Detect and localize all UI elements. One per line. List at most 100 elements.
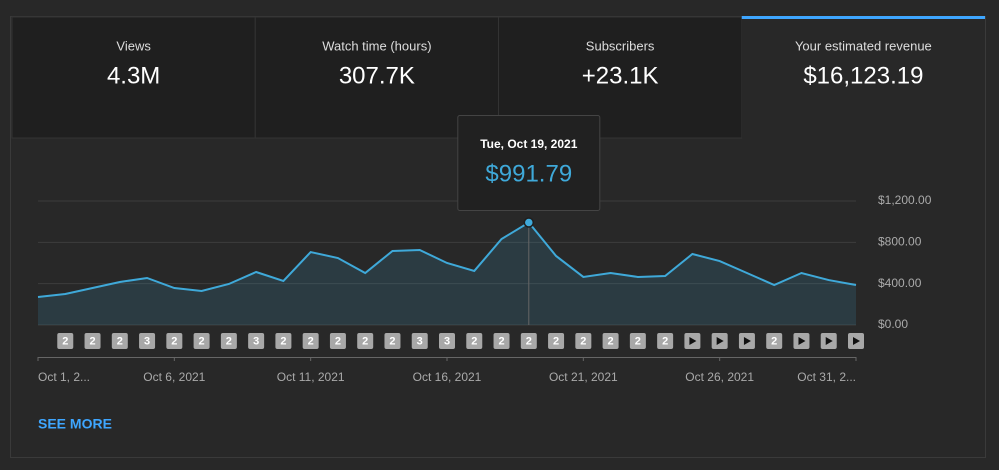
tab-value: +23.1K [582,62,659,89]
video-marker[interactable]: 2 [384,333,401,349]
video-marker[interactable]: 2 [575,333,592,349]
marker-badge [166,333,183,349]
x-tick-label: Oct 31, 2... [797,370,856,384]
video-marker[interactable]: 3 [439,333,455,349]
marker-badge [466,333,483,349]
hover-point [523,217,535,228]
marker-badge [329,333,346,349]
marker-count: 3 [444,335,450,347]
video-marker[interactable]: 2 [220,333,237,349]
marker-badge [275,333,292,349]
marker-badge [220,333,237,349]
tab-bg [741,17,985,138]
play-icon [689,337,697,345]
tab-value: 4.3M [107,62,160,89]
video-marker[interactable]: 2 [302,333,319,349]
x-tick-label: Oct 21, 2021 [549,370,618,384]
marker-count: 2 [62,335,68,347]
video-marker[interactable]: 2 [329,333,346,349]
play-icon [825,337,833,345]
video-marker[interactable] [738,333,755,349]
x-tick-label: Oct 11, 2021 [277,370,345,384]
video-marker[interactable]: 2 [57,333,74,349]
marker-badge [357,333,374,349]
video-marker[interactable]: 2 [166,333,183,349]
tab-value: $16,123.19 [803,62,923,89]
video-marker[interactable]: 3 [139,333,156,349]
marker-count: 2 [635,335,641,347]
marker-count: 2 [608,335,614,347]
marker-badge [411,333,428,349]
video-marker[interactable]: 3 [411,333,428,349]
tab[interactable]: Views 4.3M [11,16,256,139]
marker-badge [602,333,619,349]
video-marker[interactable]: 2 [629,333,646,349]
video-marker[interactable] [848,333,864,349]
marker-count: 2 [335,335,341,347]
video-marker[interactable]: 2 [84,333,101,349]
video-marker[interactable]: 2 [548,333,565,349]
marker-count: 2 [280,335,286,347]
marker-badge [493,333,510,349]
marker-badge [139,333,156,349]
play-icon [798,337,806,345]
video-marker[interactable]: 2 [602,333,619,349]
play-icon [853,337,860,345]
video-marker[interactable] [684,333,701,349]
video-marker[interactable]: 2 [357,333,374,349]
marker-badge [657,333,674,349]
video-marker[interactable]: 2 [193,333,210,349]
marker-badge [520,333,537,349]
marker-count: 3 [253,335,259,347]
video-marker[interactable] [711,333,728,349]
marker-count: 2 [498,335,504,347]
x-tick-label: Oct 6, 2021 [143,370,205,384]
video-marker[interactable]: 2 [493,333,510,349]
tab-value: 307.7K [339,62,415,89]
marker-badge [302,333,319,349]
marker-count: 2 [308,335,314,347]
marker-badge [248,333,265,349]
video-marker[interactable]: 2 [275,333,292,349]
marker-badge [439,333,455,349]
tab-label: Views [116,38,151,53]
marker-badge [766,333,783,349]
video-marker[interactable] [793,333,810,349]
marker-badge [111,333,128,349]
plot: $0.00 $400.00 $800.00 $1,200.00 Tue, Oct 19,… [37,115,932,384]
video-marker[interactable]: 2 [657,333,674,349]
marker-count: 2 [171,335,177,347]
video-marker[interactable]: 2 [520,333,537,349]
tooltip: Tue, Oct 19, 2021 $991.79 [457,115,601,211]
marker-count: 2 [471,335,477,347]
video-marker[interactable]: 2 [766,333,783,349]
x-tick-label: Oct 16, 2021 [413,370,482,384]
marker-badge [57,333,74,349]
play-icon [743,337,751,345]
tooltip-value: $991.79 [485,160,572,187]
y-tick-label: $800.00 [878,235,922,249]
marker-count: 2 [117,335,123,347]
marker-count: 2 [526,335,532,347]
tab[interactable]: Your estimated revenue $16,123.19 [741,16,985,138]
marker-count: 2 [89,335,95,347]
marker-count: 2 [362,335,368,347]
y-tick-label: $0.00 [878,317,908,331]
video-marker[interactable] [820,333,837,349]
marker-count: 2 [580,335,586,347]
marker-badge [548,333,565,349]
line [37,221,857,298]
video-marker[interactable]: 2 [466,333,483,349]
tab[interactable]: Watch time (hours) 307.7K [254,16,499,139]
y-tick-label: $400.00 [878,276,922,290]
tab-label: Watch time (hours) [322,38,431,53]
marker-count: 3 [144,335,150,347]
play-icon [716,337,724,345]
see-more[interactable]: SEE MORE [38,416,112,432]
video-marker[interactable]: 2 [111,333,128,349]
marker-badge [84,333,101,349]
video-marker[interactable]: 3 [248,333,265,349]
tab-bg [11,16,256,139]
marker-count: 2 [389,335,395,347]
